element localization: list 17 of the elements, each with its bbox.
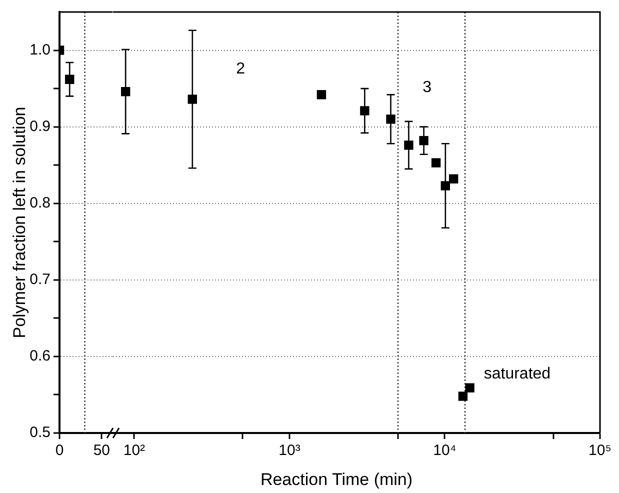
x-tick-label: 10⁴: [433, 442, 456, 460]
y-tick-label: 1.0: [30, 41, 50, 58]
y-tick-label: 0.7: [30, 271, 50, 288]
annotation: 3: [422, 79, 432, 96]
x-tick-label: 0: [55, 442, 64, 460]
x-tick-label: 50: [93, 442, 110, 460]
x-axis-title: Reaction Time (min): [260, 470, 413, 490]
y-tick-label: 0.9: [30, 118, 50, 135]
x-tick-label: 10³: [278, 442, 300, 460]
y-tick-label: 0.6: [30, 348, 50, 365]
annotation: saturated: [484, 365, 551, 382]
y-axis-title: Polymer fraction left in solution: [10, 106, 29, 338]
y-tick-label: 0.5: [30, 424, 50, 442]
annotation: 2: [236, 60, 246, 78]
x-tick-label: 10⁵: [588, 442, 612, 460]
x-tick-label: 10²: [123, 442, 146, 460]
y-tick-label: 0.8: [30, 194, 50, 212]
